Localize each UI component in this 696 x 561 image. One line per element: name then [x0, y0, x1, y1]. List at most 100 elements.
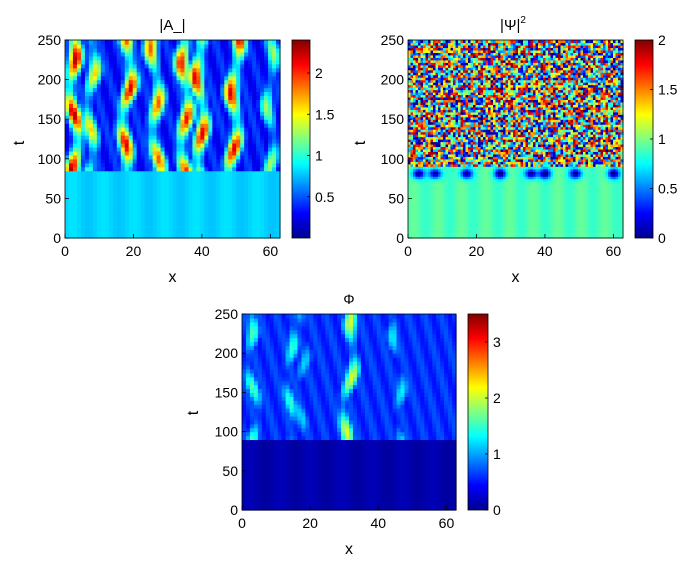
- heatmap-cell: [224, 166, 229, 172]
- heatmap-cell: [595, 176, 599, 180]
- heatmap-cell: [608, 176, 612, 180]
- heatmap-cell: [176, 166, 182, 172]
- heatmap-cell: [88, 182, 94, 188]
- heatmap-cell: [545, 200, 549, 204]
- heatmap-cell: [236, 95, 241, 100]
- heatmap-cell: [260, 115, 265, 120]
- heatmap-cell: [520, 230, 524, 234]
- heatmap-cell: [428, 203, 432, 207]
- heatmap-cell: [88, 186, 94, 192]
- heatmap-cell: [76, 174, 82, 180]
- heatmap-cell: [160, 63, 166, 69]
- heatmap-cell: [140, 146, 146, 152]
- heatmap-cell: [465, 208, 469, 212]
- heatmap-cell: [88, 218, 94, 223]
- heatmap-cell: [455, 220, 459, 224]
- heatmap-cell: [220, 40, 225, 45]
- heatmap-cell: [478, 181, 482, 185]
- heatmap-cell: [503, 198, 507, 202]
- heatmap-cell: [553, 235, 557, 239]
- heatmap-cell: [136, 119, 142, 124]
- heatmap-cell: [80, 226, 86, 231]
- heatmap-cell: [220, 162, 225, 168]
- heatmap-cell: [252, 115, 257, 120]
- heatmap-cell: [156, 115, 162, 120]
- heatmap-cell: [610, 225, 614, 229]
- heatmap-cell: [108, 218, 114, 223]
- heatmap-cell: [475, 181, 479, 185]
- heatmap-cell: [525, 205, 529, 209]
- heatmap-cell: [438, 200, 442, 204]
- heatmap-cell: [420, 235, 424, 239]
- heatmap-cell: [132, 95, 138, 100]
- heatmap-cell: [440, 188, 444, 192]
- heatmap-cell: [220, 190, 225, 196]
- heatmap-cell: [224, 206, 229, 211]
- heatmap-cell: [450, 205, 454, 209]
- heatmap-cell: [100, 142, 106, 148]
- heatmap-cell: [128, 40, 134, 45]
- heatmap-cell: [264, 139, 269, 144]
- heatmap-cell: [445, 203, 449, 207]
- heatmap-cell: [224, 182, 229, 188]
- heatmap-cell: [124, 111, 130, 116]
- heatmap-cell: [483, 176, 487, 180]
- heatmap-cell: [505, 183, 509, 187]
- heatmap-cell: [264, 218, 269, 223]
- heatmap-cell: [144, 123, 150, 128]
- heatmap-cell: [525, 228, 529, 232]
- heatmap-cell: [108, 214, 114, 219]
- heatmap-cell: [220, 182, 225, 188]
- heatmap-cell: [475, 183, 479, 187]
- heatmap-cell: [505, 198, 509, 202]
- heatmap-cell: [112, 127, 118, 132]
- heatmap-cell: [88, 99, 94, 104]
- heatmap-cell: [548, 188, 552, 192]
- heatmap-cell: [160, 91, 166, 97]
- heatmap-cell: [65, 127, 70, 132]
- heatmap-cell: [485, 230, 489, 234]
- heatmap-cell: [430, 218, 434, 222]
- heatmap-cell: [68, 222, 74, 227]
- heatmap-cell: [160, 222, 166, 227]
- heatmap-cell: [264, 174, 269, 180]
- heatmap-cells: [65, 40, 281, 239]
- heatmap-cell: [128, 194, 134, 199]
- heatmap-cell: [430, 208, 434, 212]
- heatmap-cell: [513, 220, 517, 224]
- heatmap-cell: [148, 87, 154, 93]
- heatmap-cell: [505, 193, 509, 197]
- heatmap-cell: [533, 181, 537, 185]
- heatmap-cell: [608, 173, 612, 177]
- heatmap-cell: [124, 182, 130, 188]
- heatmap-cell: [144, 107, 150, 112]
- heatmap-cell: [448, 218, 452, 222]
- heatmap-cell: [100, 40, 106, 45]
- heatmap-cell: [425, 218, 429, 222]
- heatmap-cell: [196, 178, 201, 184]
- heatmap-cell: [440, 210, 444, 214]
- heatmap-cell: [212, 139, 217, 144]
- heatmap-cell: [455, 178, 459, 182]
- heatmap-cell: [144, 210, 150, 215]
- heatmap-cell: [460, 195, 464, 200]
- heatmap-cell: [192, 87, 197, 93]
- heatmap-cell: [100, 154, 106, 160]
- heatmap-cell: [132, 87, 138, 93]
- heatmap-cell: [410, 171, 414, 175]
- heatmap-cell: [500, 193, 504, 197]
- heatmap-cell: [438, 208, 442, 212]
- heatmap-cell: [268, 55, 273, 61]
- heatmap-cell: [248, 202, 253, 207]
- heatmap-cell: [460, 235, 464, 239]
- heatmap-cell: [68, 40, 74, 45]
- heatmap-cell: [580, 178, 584, 182]
- heatmap-cell: [478, 225, 482, 229]
- heatmap-cell: [530, 228, 534, 232]
- heatmap-cell: [80, 40, 86, 45]
- heatmap-cell: [613, 176, 617, 180]
- heatmap-cell: [268, 158, 273, 164]
- heatmap-cell: [483, 225, 487, 229]
- heatmap-cell: [176, 51, 182, 57]
- heatmap-cell: [445, 183, 449, 187]
